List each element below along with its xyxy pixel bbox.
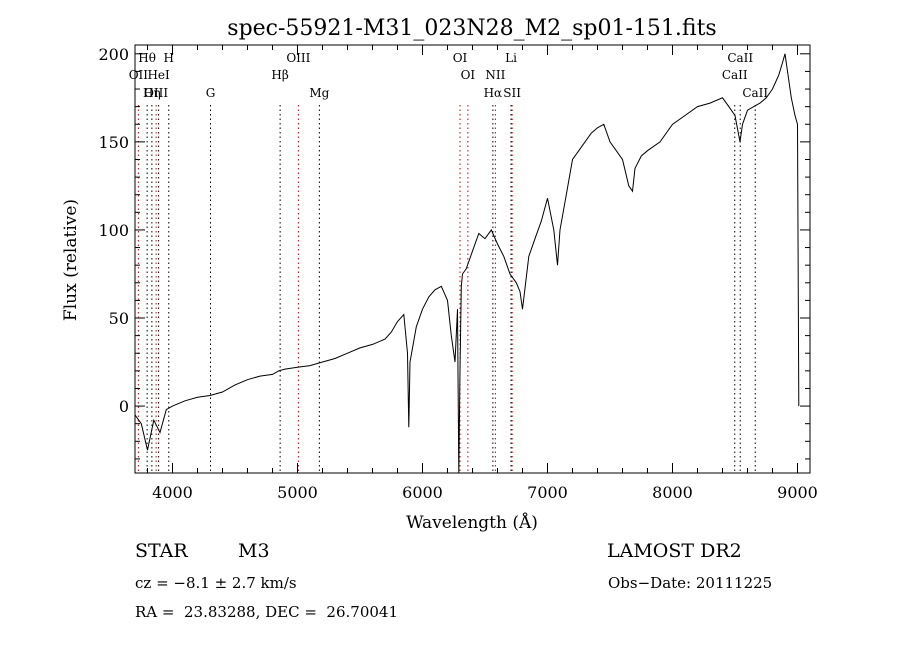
observation-date: Obs−Date: 20111225: [608, 574, 773, 592]
spectral-line-label: OI: [453, 51, 468, 65]
x-axis-label: Wavelength (Å): [406, 512, 538, 533]
spectral-line-label: CaII: [722, 68, 748, 82]
spectral-line-label: Hβ: [271, 68, 288, 82]
spectrum-series-line: [135, 53, 800, 473]
object-subclass: M3: [238, 540, 270, 562]
object-class: STAR: [135, 540, 188, 562]
spectral-line-label: OII: [129, 68, 149, 82]
y-tick-label: 150: [98, 133, 129, 152]
spectral-line-label: Hα: [484, 86, 503, 100]
plot-frame: [134, 44, 811, 474]
spectral-line-label: NII: [485, 68, 505, 82]
spectral-line-label: Mg: [309, 86, 329, 100]
spectral-line-label: CaII: [727, 51, 753, 65]
spectral-line-label: CaII: [742, 86, 768, 100]
spectral-line-label: SII: [503, 86, 521, 100]
x-tick-label: 7000: [527, 483, 568, 502]
survey-name: LAMOST DR2: [607, 540, 742, 562]
coordinates: RA = 23.83288, DEC = 26.70041: [135, 603, 399, 621]
spectral-line-label: Li: [505, 51, 517, 65]
redshift-cz: cz = −8.1 ± 2.7 km/s: [135, 574, 297, 592]
y-tick-label: 100: [98, 221, 129, 240]
x-tick-label: 9000: [777, 483, 818, 502]
x-tick-label: 8000: [652, 483, 693, 502]
y-tick-label: 200: [98, 45, 129, 64]
y-axis-label: Flux (relative): [61, 199, 81, 321]
y-tick-label: 50: [109, 309, 129, 328]
spectral-line-label: H: [164, 51, 174, 65]
spectral-line-label: OI: [461, 68, 476, 82]
spectral-line-label: OIII: [144, 86, 168, 100]
x-tick-label: 6000: [402, 483, 443, 502]
spectral-line-label: Hθ: [138, 51, 156, 65]
x-tick-label: 4000: [152, 483, 193, 502]
spectral-line-label: HeI: [147, 68, 170, 82]
x-tick-label: 5000: [277, 483, 318, 502]
spectral-line-label: G: [206, 86, 216, 100]
spectral-line-label: Hη: [143, 86, 161, 100]
chart-title: spec-55921-M31_023N28_M2_sp01-151.fits: [227, 16, 716, 41]
spectral-line-label: OIII: [286, 51, 310, 65]
y-tick-label: 0: [119, 397, 129, 416]
